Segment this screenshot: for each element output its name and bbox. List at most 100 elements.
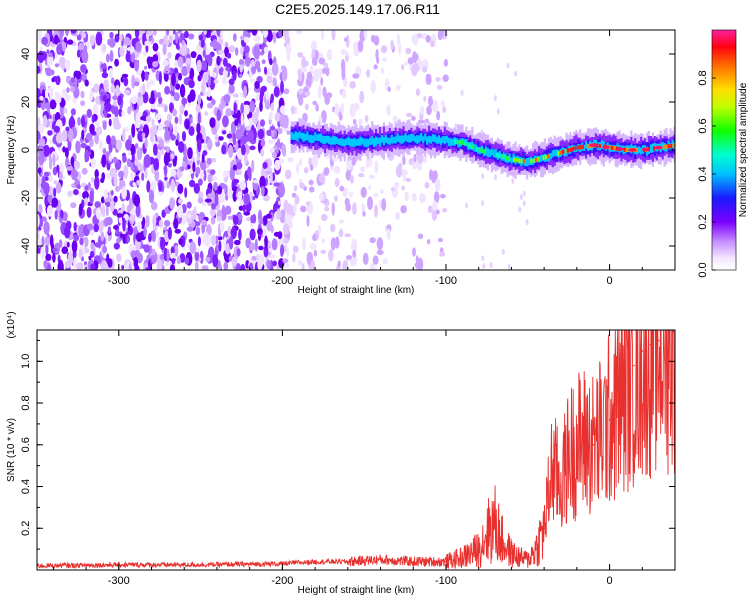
noise-blob (276, 210, 282, 220)
ridge-band (310, 134, 313, 144)
noise-blob (269, 125, 276, 131)
x-tick-label: -100 (435, 275, 457, 287)
noise-blob (298, 88, 304, 95)
noise-blob (371, 34, 376, 43)
noise-blob (79, 237, 84, 246)
ridge-band (563, 148, 566, 157)
noise-blob (380, 67, 385, 75)
noise-blob (131, 74, 136, 89)
noise-blob (268, 247, 273, 253)
ridge-band (349, 138, 352, 147)
noise-blob (52, 252, 56, 263)
noise-blob (105, 197, 112, 203)
noise-blob (71, 239, 78, 254)
ridge-band (600, 140, 603, 149)
noise-blob (204, 198, 212, 203)
noise-blob (363, 30, 368, 39)
noise-blob (84, 149, 90, 162)
noise-blob (178, 113, 182, 125)
noise-blob (170, 178, 176, 193)
x-tick-label: 0 (607, 575, 613, 587)
noise-blob (170, 93, 175, 104)
noise-blob (229, 167, 235, 181)
noise-blob (522, 190, 526, 197)
noise-blob (243, 211, 251, 216)
noise-blob (130, 52, 136, 63)
ridge-band (416, 135, 419, 144)
noise-blob (181, 65, 189, 77)
noise-blob (330, 223, 336, 233)
noise-blob (56, 164, 60, 173)
ridge-core (567, 148, 569, 153)
ridge-band (447, 137, 450, 147)
noise-blob (115, 185, 121, 192)
noise-blob (76, 49, 81, 58)
noise-blob (372, 255, 379, 265)
noise-blob (243, 85, 248, 99)
noise-blob (164, 261, 170, 267)
noise-blob (257, 128, 265, 140)
noise-blob (51, 43, 56, 48)
ridge-core (544, 154, 547, 160)
noise-blob (395, 84, 401, 91)
noise-blob (340, 48, 347, 56)
noise-blob (174, 59, 179, 68)
noise-blob (181, 131, 187, 142)
noise-blob (386, 104, 391, 117)
noise-blob (145, 43, 149, 53)
noise-blob (106, 253, 110, 265)
noise-blob (114, 58, 119, 67)
noise-blob (76, 34, 82, 41)
noise-blob (283, 237, 289, 244)
noise-blob (218, 57, 222, 62)
snr-point (494, 523, 496, 525)
noise-blob (53, 34, 59, 45)
noise-blob (121, 110, 125, 117)
noise-blob (232, 133, 236, 146)
noise-blob (74, 160, 81, 170)
noise-blob (270, 102, 275, 111)
ridge-band (622, 145, 625, 155)
noise-blob (261, 59, 266, 65)
x-tick-label: -100 (435, 575, 457, 587)
ridge-core (537, 157, 540, 162)
noise-blob (218, 136, 224, 141)
ridge-core (547, 154, 550, 159)
noise-blob (77, 191, 83, 197)
noise-blob (120, 233, 124, 238)
snr-point (584, 439, 586, 442)
noise-blob (319, 192, 324, 201)
noise-blob (101, 205, 106, 218)
noise-blob (73, 70, 79, 80)
noise-blob (292, 245, 299, 253)
ridge-band (357, 138, 360, 146)
noise-blob (68, 116, 76, 130)
noise-blob (203, 169, 207, 182)
ridge-core (459, 140, 462, 145)
noise-blob (334, 195, 338, 202)
noise-blob (333, 165, 341, 174)
ridge-band (345, 138, 348, 145)
noise-blob (194, 221, 201, 227)
noise-blob (252, 195, 256, 201)
ridge-band (304, 133, 307, 141)
noise-blob (240, 135, 248, 145)
ridge-band (292, 133, 295, 140)
noise-blob (276, 138, 281, 149)
snr-point (461, 556, 464, 559)
noise-blob (350, 238, 358, 253)
snr-point (347, 560, 349, 563)
noise-blob (118, 170, 124, 178)
noise-blob (303, 167, 309, 174)
noise-blob (210, 158, 217, 163)
snr-point (633, 364, 635, 367)
ridge-core (542, 155, 545, 160)
noise-blob (163, 120, 171, 128)
ridge-band (549, 153, 552, 160)
noise-blob (223, 57, 228, 67)
noise-blob (419, 112, 423, 122)
noise-blob (130, 166, 135, 171)
noise-blob (43, 221, 50, 235)
snr-point (535, 548, 537, 550)
